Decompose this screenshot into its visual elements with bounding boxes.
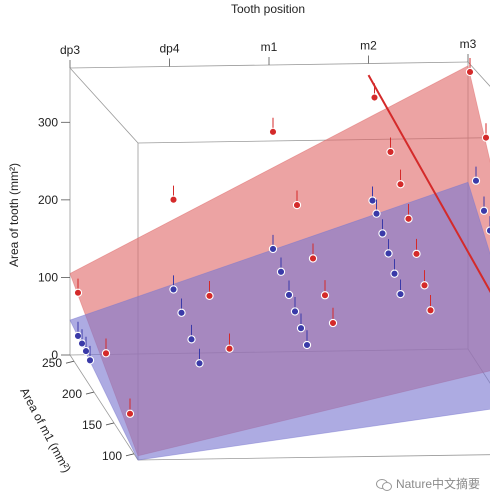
watermark: Nature中文摘要 (375, 475, 480, 492)
z-tick (85, 391, 95, 395)
data-point (378, 229, 387, 238)
z-tick-label: 200 (62, 387, 82, 401)
data-point (81, 346, 91, 356)
data-point (268, 127, 278, 136)
data-point (386, 147, 395, 157)
data-point (284, 290, 294, 300)
data-point (308, 254, 318, 263)
watermark-text: Nature中文摘要 (395, 477, 480, 491)
z-tick-label: 250 (42, 356, 62, 370)
data-point (195, 359, 204, 368)
data-point (177, 308, 186, 317)
data-point (384, 249, 393, 258)
data-point (73, 288, 83, 297)
fit-line (367, 74, 490, 293)
data-point (328, 318, 338, 328)
z-tick (125, 453, 135, 457)
x-axis-title: Tooth position (231, 2, 305, 16)
data-point (77, 339, 87, 348)
data-point (187, 335, 196, 344)
data-point (292, 200, 302, 210)
data-point (320, 291, 330, 300)
x-tick-label: dp3 (60, 43, 80, 57)
wechat-icon (375, 477, 392, 491)
data-point (420, 281, 429, 290)
data-point (125, 409, 135, 418)
data-point (101, 349, 111, 358)
y-tick-label: 0 (51, 348, 58, 362)
data-point (390, 269, 399, 278)
y-tick-label: 200 (38, 193, 58, 207)
data-point (481, 133, 490, 142)
box-edge (137, 454, 490, 461)
data-point (368, 196, 377, 205)
data-point (169, 195, 178, 204)
data-point (396, 289, 405, 299)
data-point (225, 344, 234, 353)
data-point (205, 291, 214, 301)
data-point (370, 93, 379, 102)
data-point (296, 324, 306, 333)
box-edge (467, 61, 490, 87)
data-point (302, 340, 312, 350)
data-point (268, 244, 278, 254)
data-point (276, 267, 286, 276)
data-point (485, 226, 490, 235)
z-tick-label: 150 (82, 418, 102, 432)
x-tick-label: m1 (261, 40, 278, 54)
box-edge (69, 354, 139, 461)
y-tick-label: 300 (38, 115, 58, 129)
box-edge (69, 67, 139, 144)
data-point (412, 249, 421, 259)
data-point (372, 209, 381, 218)
z-tick (65, 360, 75, 364)
z-tick (105, 422, 115, 426)
data-point (169, 285, 178, 294)
x-tick-label: m2 (360, 39, 377, 53)
data-point (471, 176, 481, 185)
data-point (426, 306, 435, 315)
data-point (85, 356, 95, 365)
data-point (396, 180, 405, 189)
x-tick-label: dp4 (159, 42, 179, 56)
y-tick-label: 100 (38, 270, 58, 284)
z-tick-label: 100 (102, 449, 122, 463)
y-axis-title: Area of tooth (mm²) (7, 163, 21, 267)
data-point (465, 67, 475, 77)
data-point (73, 331, 83, 341)
data-point (290, 307, 300, 316)
data-point (479, 206, 489, 215)
data-point (404, 214, 413, 223)
x-tick-label: m3 (460, 37, 477, 51)
